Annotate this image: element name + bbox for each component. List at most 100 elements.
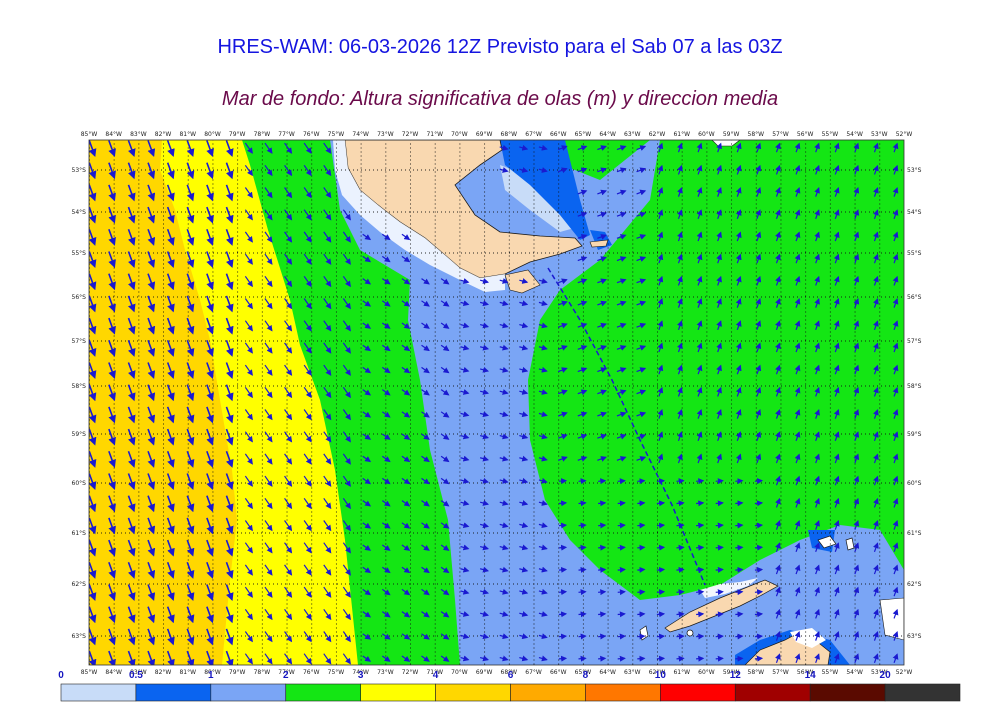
wave-arrow bbox=[127, 140, 136, 158]
wave-arrow bbox=[853, 475, 860, 486]
wave-arrow bbox=[460, 455, 470, 462]
map-title: HRES-WAM: 06-03-2026 12Z Previsto para e… bbox=[217, 36, 783, 58]
wave-arrow bbox=[873, 253, 879, 264]
wave-arrow bbox=[519, 611, 529, 617]
wave-arrow bbox=[244, 342, 253, 354]
wave-arrow bbox=[833, 653, 840, 664]
wave-arrow bbox=[656, 655, 666, 662]
wave-arrow bbox=[755, 431, 762, 442]
wave-arrow bbox=[206, 340, 214, 357]
wave-arrow bbox=[206, 362, 214, 380]
colorbar-tick-label: 14 bbox=[805, 670, 817, 681]
wave-arrow bbox=[794, 564, 801, 575]
wave-arrow bbox=[362, 411, 372, 418]
wave-arrow bbox=[538, 522, 548, 529]
wave-arrow bbox=[677, 320, 683, 331]
wave-arrow bbox=[716, 453, 722, 464]
wave-arrow bbox=[519, 500, 529, 506]
wave-arrow bbox=[892, 209, 899, 220]
wave-arrow bbox=[147, 428, 156, 446]
wave-arrow bbox=[892, 431, 899, 442]
wave-arrow bbox=[853, 631, 860, 641]
lat-label-left: 61°S bbox=[72, 530, 87, 537]
lon-label-bottom: 63°W bbox=[624, 669, 641, 676]
wave-arrow bbox=[206, 517, 214, 535]
wave-arrow bbox=[715, 633, 724, 640]
wave-arrow bbox=[676, 478, 685, 485]
wave-arrow bbox=[342, 275, 351, 288]
wave-arrow bbox=[833, 542, 840, 553]
wave-arrow bbox=[166, 229, 175, 246]
lon-label-bottom: 67°W bbox=[525, 669, 542, 676]
wave-arrow bbox=[814, 275, 820, 286]
colorbar-swatch bbox=[210, 683, 287, 702]
wave-arrow bbox=[362, 522, 372, 529]
wave-arrow bbox=[460, 278, 470, 284]
wave-arrow bbox=[225, 451, 234, 468]
wave-arrow bbox=[755, 187, 762, 197]
wave-arrow bbox=[303, 631, 312, 643]
wave-arrow bbox=[244, 520, 253, 532]
wave-arrow bbox=[519, 144, 529, 151]
wave-arrow bbox=[479, 655, 490, 662]
wave-arrow bbox=[892, 520, 899, 530]
wave-arrow bbox=[421, 300, 430, 307]
wave-arrow bbox=[715, 611, 724, 618]
wave-arrow bbox=[794, 631, 801, 641]
wave-arrow bbox=[775, 497, 781, 508]
wave-arrow bbox=[557, 278, 568, 285]
lon-label-top: 75°W bbox=[328, 131, 345, 138]
wave-arrow bbox=[735, 275, 742, 286]
wave-arrow bbox=[244, 187, 253, 199]
wave-arrow bbox=[577, 189, 588, 196]
wave-arrow bbox=[381, 455, 391, 463]
wave-arrow bbox=[225, 584, 234, 602]
wave-arrow bbox=[479, 389, 490, 395]
wave-arrow bbox=[755, 342, 762, 353]
wave-arrow bbox=[186, 606, 195, 624]
wave-arrow bbox=[794, 275, 801, 286]
wave-arrow bbox=[381, 322, 391, 329]
wave-arrow bbox=[89, 317, 97, 335]
wave-arrow bbox=[597, 256, 607, 262]
wave-arrow bbox=[147, 650, 156, 665]
wave-arrow bbox=[637, 500, 646, 507]
wave-arrow bbox=[656, 589, 666, 596]
wave-arrow bbox=[206, 584, 214, 602]
lat-label-left: 62°S bbox=[72, 581, 87, 588]
lon-label-bottom: 83°W bbox=[130, 669, 147, 676]
wave-arrow bbox=[401, 344, 411, 352]
wave-arrow bbox=[147, 562, 156, 579]
wave-arrow bbox=[323, 231, 332, 243]
wave-arrow bbox=[775, 386, 781, 397]
wave-arrow bbox=[578, 566, 587, 573]
wave-arrow bbox=[578, 589, 587, 596]
wave-arrow bbox=[775, 542, 781, 553]
wave-arrow bbox=[108, 562, 116, 579]
wave-arrow bbox=[186, 539, 195, 557]
wave-arrow bbox=[421, 588, 430, 596]
wave-arrow bbox=[166, 517, 175, 535]
wave-arrow bbox=[656, 566, 666, 573]
wave-arrow bbox=[775, 231, 781, 242]
wave-arrow bbox=[127, 340, 136, 357]
wave-arrow bbox=[225, 406, 234, 424]
wave-arrow bbox=[794, 164, 801, 175]
wave-arrow bbox=[755, 409, 762, 419]
lat-label-right: 58°S bbox=[907, 383, 922, 390]
wave-arrow bbox=[656, 611, 666, 618]
wave-arrow bbox=[696, 544, 705, 551]
wave-arrow bbox=[421, 566, 430, 574]
wave-arrow bbox=[284, 209, 293, 221]
wave-arrow bbox=[577, 256, 588, 262]
wave-arrow bbox=[381, 500, 391, 507]
wave-arrow bbox=[597, 411, 607, 418]
wave-arrow bbox=[108, 162, 116, 180]
wave-arrow bbox=[892, 653, 899, 664]
lat-label-right: 54°S bbox=[907, 209, 922, 216]
wave-arrow bbox=[754, 655, 764, 662]
wave-arrow bbox=[186, 206, 195, 224]
wave-arrow bbox=[637, 478, 646, 485]
wave-arrow bbox=[833, 142, 840, 153]
wave-arrow bbox=[598, 655, 607, 662]
